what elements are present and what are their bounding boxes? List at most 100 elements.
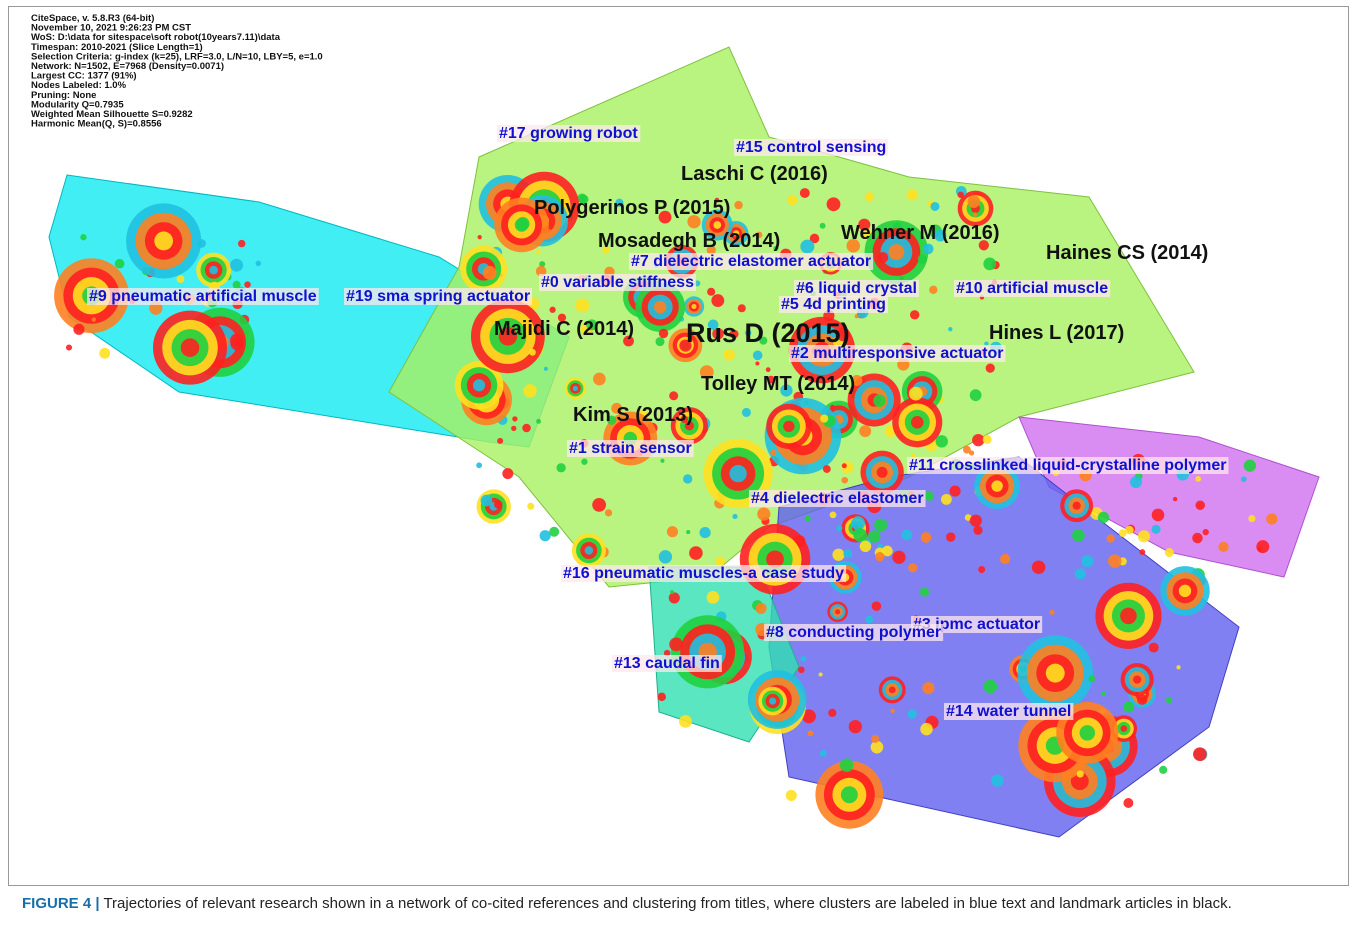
node xyxy=(255,260,262,267)
node xyxy=(543,366,548,371)
node xyxy=(498,327,518,346)
node xyxy=(871,601,882,611)
node xyxy=(512,416,518,422)
node xyxy=(985,363,995,373)
header-line: Pruning: None xyxy=(31,90,96,101)
node xyxy=(1148,642,1159,653)
node xyxy=(655,337,665,347)
node xyxy=(535,265,547,277)
node xyxy=(836,525,843,532)
node xyxy=(859,540,872,553)
label-bg xyxy=(954,280,1111,297)
node xyxy=(765,367,771,373)
node xyxy=(711,294,725,307)
label-bg xyxy=(907,457,1229,474)
node xyxy=(807,730,814,737)
cluster-label: #14 water tunnel xyxy=(946,703,1071,720)
label-bg xyxy=(944,703,1074,720)
node xyxy=(679,714,692,728)
node xyxy=(1164,548,1174,558)
node xyxy=(523,384,537,398)
header: CiteSpace, v. 5.8.R3 (64-bit)November 10… xyxy=(31,13,323,130)
caption-text: Trajectories of relevant research shown … xyxy=(103,895,1232,912)
node xyxy=(922,243,934,255)
node xyxy=(906,189,918,201)
node xyxy=(1137,694,1148,705)
node xyxy=(668,592,680,604)
label-bg xyxy=(749,490,926,507)
node xyxy=(991,480,1003,492)
landmark-label: Hines L (2017) xyxy=(989,322,1124,344)
caption-label: FIGURE 4 | xyxy=(22,895,100,912)
node xyxy=(877,252,889,263)
node xyxy=(1074,568,1086,580)
node xyxy=(482,265,497,280)
node xyxy=(843,549,853,559)
landmark-label: Wehner M (2016) xyxy=(841,222,1000,244)
node xyxy=(858,218,871,231)
node xyxy=(755,231,763,239)
node xyxy=(908,563,918,573)
node xyxy=(766,550,784,569)
node xyxy=(822,465,831,473)
node xyxy=(984,341,989,346)
node xyxy=(957,191,964,199)
node xyxy=(888,244,905,260)
node xyxy=(741,407,751,417)
node xyxy=(1133,675,1142,684)
node xyxy=(556,463,566,473)
node xyxy=(729,329,739,339)
cluster-label: #13 caudal fin xyxy=(614,655,720,672)
header-line: Nodes Labeled: 1.0% xyxy=(31,80,127,91)
node xyxy=(657,692,666,702)
node xyxy=(237,239,246,248)
label-bg xyxy=(789,345,1006,362)
node xyxy=(829,511,837,519)
node xyxy=(1072,529,1085,542)
node xyxy=(653,300,667,314)
node xyxy=(1108,554,1122,568)
node xyxy=(114,258,125,269)
node xyxy=(244,281,251,288)
header-line: Harmonic Mean(Q, S)=0.8556 xyxy=(31,119,162,130)
node xyxy=(729,464,747,483)
node xyxy=(773,245,779,251)
label-bg xyxy=(794,280,919,297)
node xyxy=(973,525,983,535)
nodes xyxy=(54,171,1278,829)
node xyxy=(785,789,797,801)
cluster-label: #17 growing robot xyxy=(499,125,638,142)
node xyxy=(839,758,854,772)
node xyxy=(502,468,514,480)
label-bg xyxy=(612,655,722,672)
landmark-label: Tolley MT (2014) xyxy=(701,373,855,395)
header-line: November 10, 2021 9:26:23 PM CST xyxy=(31,23,191,34)
node xyxy=(964,514,972,521)
node xyxy=(516,217,530,231)
node xyxy=(920,722,933,736)
node xyxy=(948,327,953,332)
node xyxy=(539,530,551,542)
caption: FIGURE 4 | Trajectories of relevant rese… xyxy=(22,893,1332,914)
node xyxy=(472,379,486,392)
node xyxy=(497,437,504,444)
node xyxy=(830,404,835,410)
node xyxy=(1243,459,1257,472)
node xyxy=(522,423,531,433)
node xyxy=(687,215,701,229)
cluster-label: #7 dielectric elastomer actuator xyxy=(631,253,871,270)
cluster-label: #0 variable stiffness xyxy=(541,274,694,291)
node xyxy=(917,254,927,264)
node xyxy=(767,375,775,384)
node xyxy=(476,462,483,469)
node xyxy=(592,497,607,512)
cluster-label: #5 4d printing xyxy=(781,296,886,313)
node xyxy=(935,435,948,448)
cluster-label: #1 strain sensor xyxy=(569,440,692,457)
node xyxy=(978,240,989,251)
node xyxy=(907,709,917,719)
node xyxy=(706,245,716,255)
node xyxy=(1125,525,1134,535)
node xyxy=(874,518,888,532)
node xyxy=(1072,501,1081,510)
